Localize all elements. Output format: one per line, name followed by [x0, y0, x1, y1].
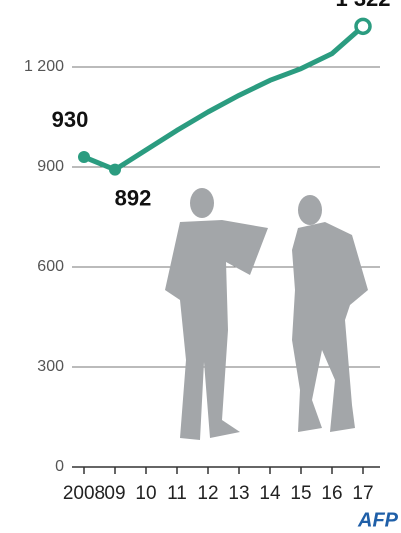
x-tick-label: 2008 [63, 483, 105, 504]
hiker-body [165, 220, 268, 440]
hiker-head [190, 188, 214, 218]
value-label: 1 322 [335, 0, 390, 11]
x-tick-label: 13 [228, 483, 249, 504]
x-tick-label: 17 [352, 483, 373, 504]
x-tick-label: 14 [259, 483, 281, 504]
y-tick-label: 1 200 [24, 58, 64, 75]
source-logo: AFP [357, 509, 399, 531]
line [83, 24, 365, 173]
y-tick-label: 900 [37, 158, 64, 175]
point [109, 163, 121, 176]
x-tick-label: 10 [135, 483, 156, 504]
backpacker-body [292, 222, 368, 432]
value-label: 930 [52, 107, 89, 132]
point [354, 17, 372, 36]
backpacker-head [298, 195, 322, 225]
x-tick-label: 15 [290, 483, 311, 504]
silhouettes [165, 188, 368, 440]
x-tick-label: 09 [104, 483, 125, 504]
x-tick-label: 16 [321, 483, 342, 504]
y-tick-label: 0 [55, 458, 64, 475]
y-tick-label: 300 [37, 358, 64, 375]
x-tick-label: 11 [167, 483, 187, 504]
x-tick-label: 12 [197, 483, 218, 504]
point [78, 151, 90, 163]
y-tick-label: 600 [37, 258, 64, 275]
value-label: 892 [115, 185, 152, 210]
